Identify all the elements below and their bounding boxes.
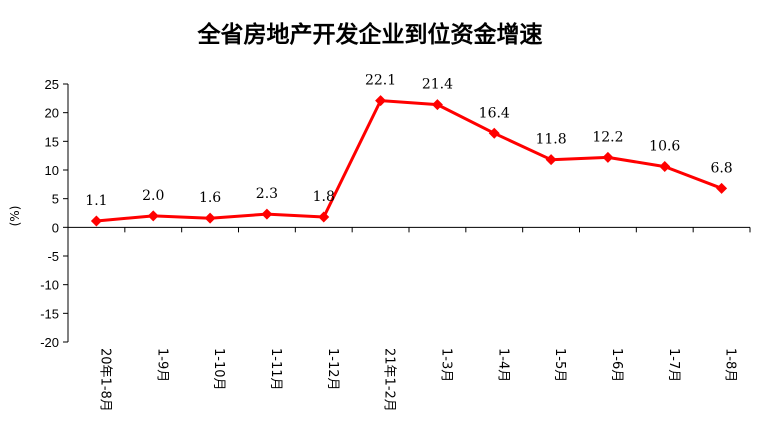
series-group: 1.1 2.0 1.6 2.3 1.8 22.1 21.4 16.4 11.8 12.2 10.6 6…: [85, 73, 733, 227]
x-category-label: 20年1-8月: [97, 348, 112, 412]
data-label: 21.4: [422, 77, 453, 93]
data-label: 1.1: [85, 193, 107, 209]
x-category-label: 1-4月: [495, 348, 510, 382]
x-category-label: 1-11月: [268, 348, 283, 391]
data-point-marker: [545, 154, 557, 166]
data-label: 10.6: [649, 139, 680, 155]
y-tick-label: 20: [45, 106, 59, 121]
data-point-marker: [90, 215, 102, 227]
x-category-label: 21年1-2月: [382, 348, 397, 412]
data-label: 2.0: [142, 188, 164, 204]
data-label: 22.1: [365, 73, 396, 89]
y-tick-label: -20: [40, 335, 59, 350]
y-tick-label: 15: [45, 134, 59, 149]
x-category-label: 1-10月: [211, 348, 226, 391]
y-axis-ticks: -20 -15 -10 -5 0 5 10 15 20 25: [40, 77, 68, 350]
x-category-label: 1-9月: [154, 348, 169, 382]
x-axis-ticks: 20年1-8月 1-9月 1-10月 1-11月 1-12月 21年1-2月 1-3月 1-4…: [67, 227, 751, 412]
y-tick-label: 10: [45, 163, 59, 178]
data-point-marker: [375, 95, 387, 107]
data-point-marker: [659, 161, 671, 173]
chart-title: 全省房地产开发企业到位资金增速: [197, 21, 543, 48]
data-point-marker: [318, 211, 330, 223]
x-category-label: 1-5月: [552, 348, 567, 382]
x-category-label: 1-7月: [666, 348, 681, 382]
data-point-marker: [204, 212, 216, 224]
y-tick-label: -5: [47, 249, 59, 264]
data-label: 1.8: [313, 189, 335, 205]
y-tick-label: -10: [40, 278, 59, 293]
y-tick-label: -15: [40, 306, 59, 321]
data-point-marker: [431, 99, 443, 111]
x-category-label: 1-8月: [723, 348, 738, 382]
x-category-label: 1-3月: [438, 348, 453, 382]
data-point-marker: [488, 127, 500, 139]
data-label: 11.8: [535, 132, 566, 148]
y-tick-label: 25: [45, 77, 59, 92]
series-line: [96, 99, 723, 223]
data-point-marker: [147, 210, 159, 222]
y-axis-label: (%): [8, 206, 22, 227]
x-category-label: 1-6月: [609, 348, 624, 382]
data-point-marker: [261, 208, 273, 220]
data-label: 2.3: [256, 186, 278, 202]
data-label: 6.8: [710, 160, 732, 176]
data-label: 12.2: [592, 129, 623, 145]
data-point-marker: [716, 182, 728, 194]
x-category-label: 1-12月: [325, 348, 340, 391]
data-label: 16.4: [479, 105, 510, 121]
data-point-marker: [602, 151, 614, 163]
y-tick-label: 0: [52, 220, 59, 235]
data-label: 1.6: [199, 190, 221, 206]
y-tick-label: 5: [52, 192, 59, 207]
